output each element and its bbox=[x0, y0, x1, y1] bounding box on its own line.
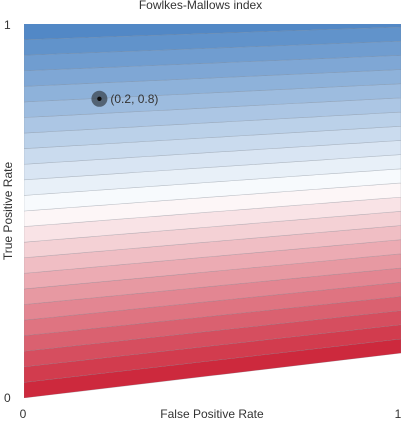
contour-band bbox=[24, 324, 401, 383]
contour-band bbox=[24, 24, 401, 40]
contour-band bbox=[24, 69, 401, 103]
marker-dot[interactable] bbox=[97, 96, 102, 102]
contour-band bbox=[24, 211, 401, 259]
contour-band bbox=[24, 83, 401, 118]
contour-band bbox=[24, 26, 401, 56]
contour-band bbox=[24, 125, 401, 165]
contour-band bbox=[24, 111, 401, 149]
contour-band bbox=[24, 196, 401, 243]
x-axis-label: False Positive Rate bbox=[160, 407, 264, 421]
contour-band bbox=[24, 239, 401, 290]
marker-label: (0.2, 0.8) bbox=[110, 92, 158, 106]
contour-band bbox=[24, 168, 401, 212]
y-axis-label: True Positive Rate bbox=[1, 162, 15, 261]
contour-band bbox=[24, 55, 401, 87]
y-tick-label: 1 bbox=[4, 18, 11, 32]
x-tick-label: 0 bbox=[20, 407, 27, 421]
marker[interactable]: (0.2, 0.8) bbox=[91, 90, 158, 107]
chart-title: Fowlkes-Mallows index bbox=[139, 0, 262, 12]
y-tick-label: 0 bbox=[4, 391, 11, 405]
x-tick-label: 1 bbox=[395, 407, 401, 421]
contour-band bbox=[24, 296, 401, 352]
contour-band bbox=[24, 182, 401, 227]
contour-band bbox=[24, 310, 401, 368]
plot-area bbox=[24, 24, 401, 398]
contour-band bbox=[24, 267, 401, 321]
contour-band bbox=[24, 253, 401, 305]
